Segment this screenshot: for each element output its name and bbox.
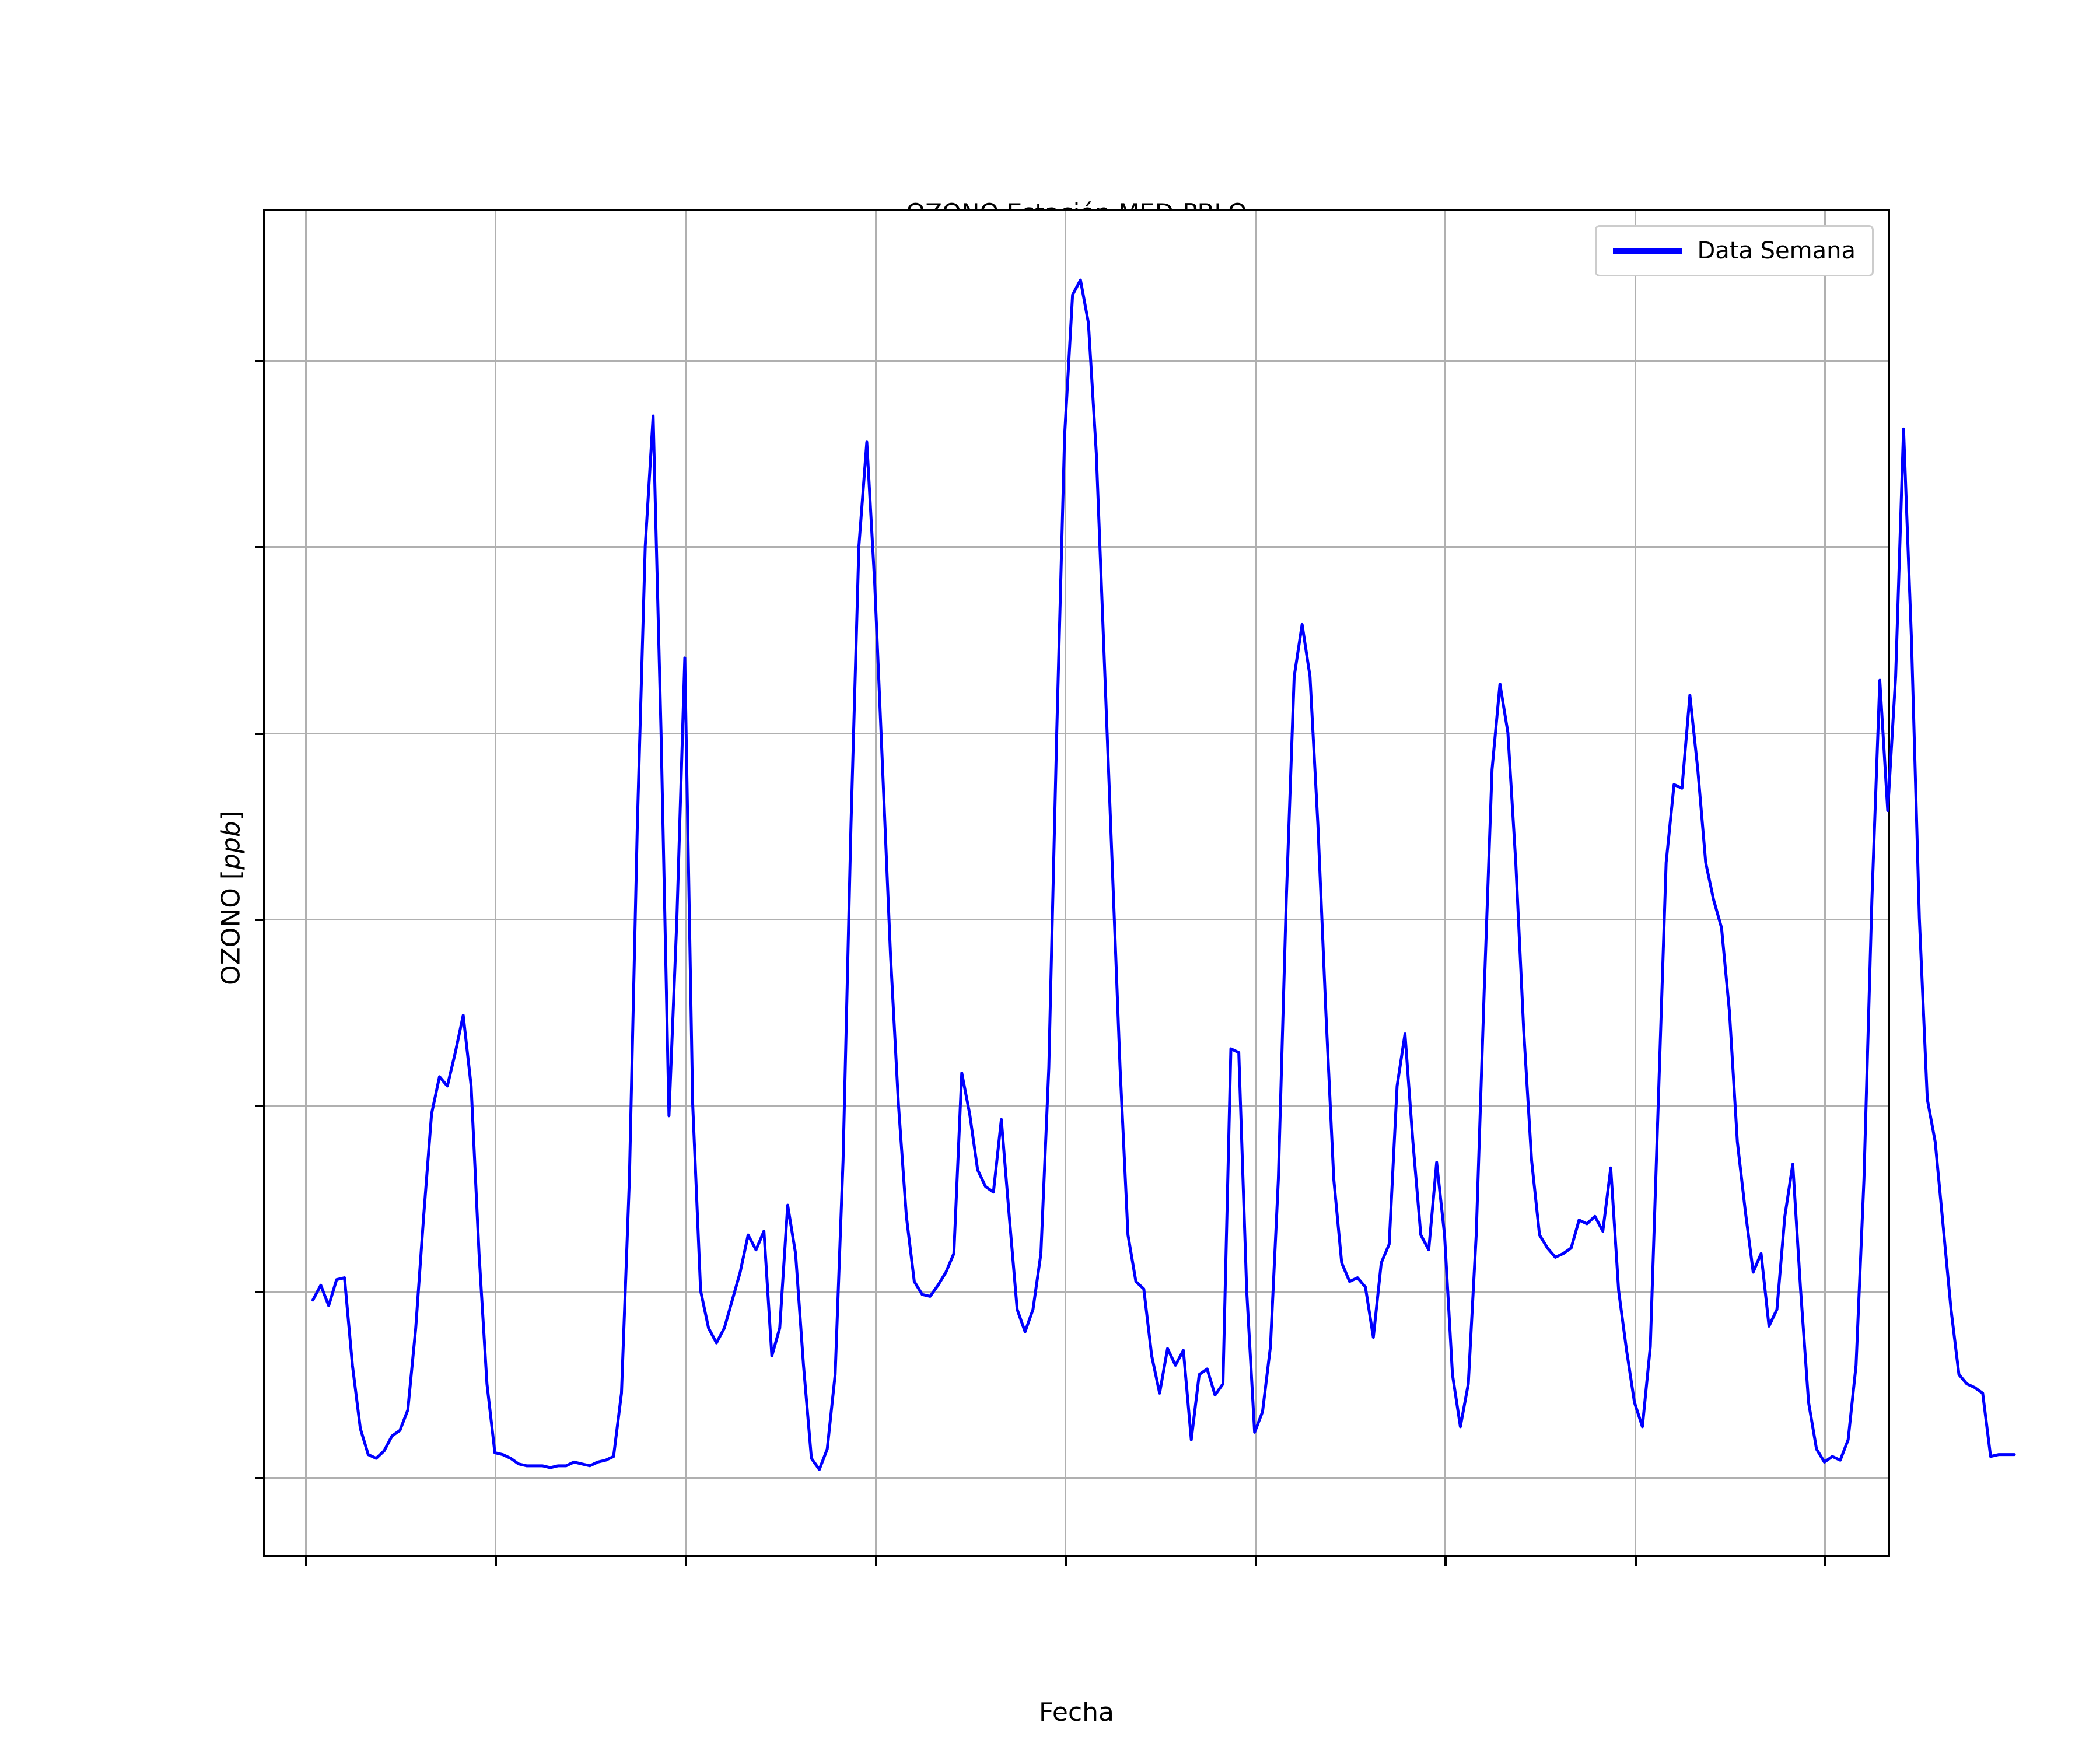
x-axis-label: Fecha [1038, 1698, 1114, 1727]
x-axis-tick-mark [684, 1555, 687, 1566]
gridline-horizontal [265, 1104, 1888, 1107]
data-layer [265, 211, 2016, 1555]
x-axis-tick-mark [1254, 1555, 1257, 1566]
x-axis-tick-mark [1824, 1555, 1827, 1566]
gridline-vertical [874, 211, 877, 1555]
x-axis-tick-mark [874, 1555, 877, 1566]
gridline-vertical [1254, 211, 1256, 1555]
y-axis-label-unit: ppb [216, 821, 246, 870]
y-axis-tick-mark [255, 1290, 265, 1293]
x-axis-tick-mark [304, 1555, 307, 1566]
x-axis-tick-mark [1065, 1555, 1068, 1566]
plot-area: 01020304050602025-10-272025-10-282025-10… [255, 209, 2016, 1566]
gridline-vertical [684, 211, 687, 1555]
gridline-vertical [1444, 211, 1447, 1555]
gridline-vertical [1634, 211, 1636, 1555]
y-axis-label: OZONO [ppb] [216, 224, 246, 1573]
y-axis-label-text: OZONO [ [216, 869, 246, 986]
gridline-horizontal [265, 546, 1888, 548]
x-axis-tick-mark [495, 1555, 498, 1566]
legend-line-swatch [1613, 247, 1682, 254]
y-axis-tick-mark [255, 1104, 265, 1107]
y-axis-tick-mark [255, 918, 265, 921]
gridline-horizontal [265, 732, 1888, 734]
gridline-vertical [1824, 211, 1826, 1555]
gridline-horizontal [265, 1476, 1888, 1479]
legend-label: Data Semana [1697, 237, 1856, 264]
y-axis-tick-mark [255, 1476, 265, 1479]
gridline-vertical [495, 211, 497, 1555]
gridline-vertical [304, 211, 307, 1555]
y-axis-tick-mark [255, 732, 265, 735]
data-series-svg [311, 278, 2016, 1471]
y-axis-tick-mark [255, 546, 265, 549]
y-axis-label-bracket: ] [216, 810, 246, 821]
gridline-vertical [1065, 211, 1067, 1555]
chart-legend[interactable]: Data Semana [1595, 225, 1874, 276]
data-series-line [311, 278, 2016, 1471]
x-axis-tick-mark [1634, 1555, 1637, 1566]
y-axis-tick-mark [255, 360, 265, 363]
gridline-horizontal [265, 360, 1888, 362]
gridline-horizontal [265, 1290, 1888, 1293]
x-axis-tick-mark [1444, 1555, 1447, 1566]
gridlines: 01020304050602025-10-272025-10-282025-10… [255, 211, 1888, 1566]
gridline-horizontal [265, 918, 1888, 921]
